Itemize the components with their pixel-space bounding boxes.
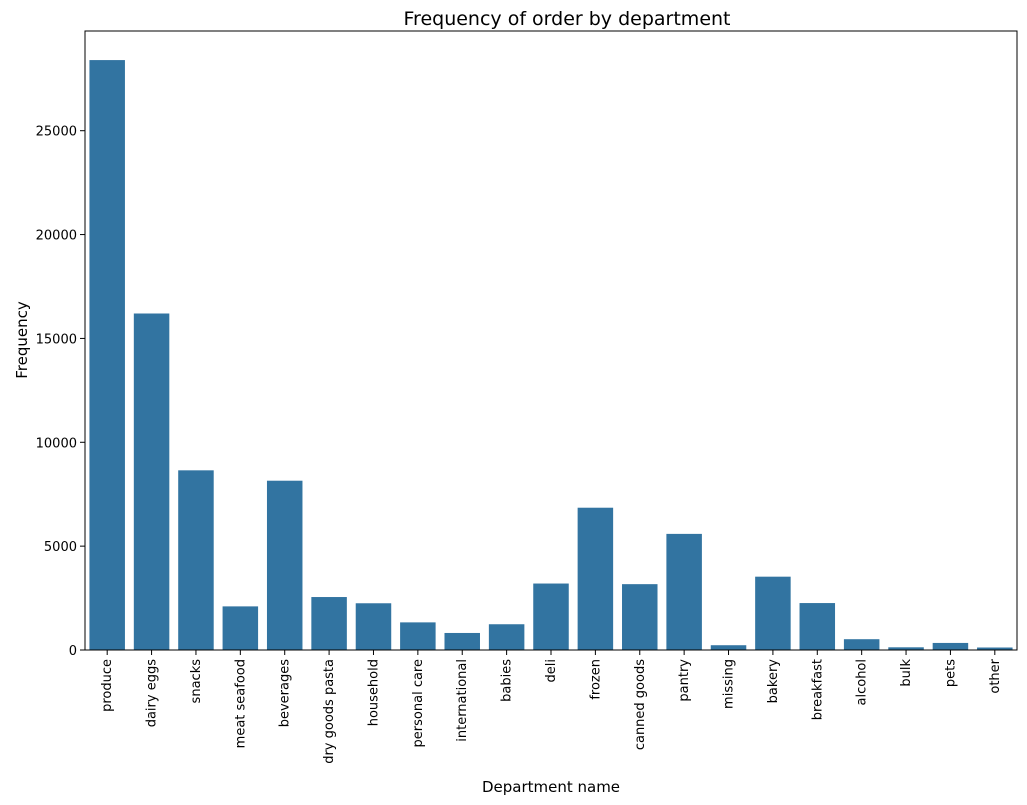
y-axis-label: Frequency bbox=[13, 301, 31, 379]
x-tick-label: beverages bbox=[278, 659, 293, 728]
bar-dairy-eggs bbox=[133, 313, 170, 650]
bar-household bbox=[355, 603, 392, 650]
x-tick-label: deli bbox=[544, 659, 559, 682]
bar-international bbox=[444, 632, 480, 650]
bar-produce bbox=[89, 60, 125, 650]
y-axis: 0 5000 10000 15000 20000 25000 bbox=[36, 125, 85, 659]
bar-snacks bbox=[178, 470, 214, 650]
x-tick-label: meat seafood bbox=[233, 659, 248, 748]
bar-dry-goods-pasta bbox=[311, 597, 347, 650]
bar-frozen bbox=[577, 507, 614, 650]
bar-other bbox=[977, 647, 1013, 650]
x-tick-label: canned goods bbox=[633, 659, 648, 750]
y-tick-label: 5000 bbox=[44, 540, 77, 555]
x-tick-label: alcohol bbox=[855, 659, 870, 705]
x-tick-label: bakery bbox=[766, 659, 781, 704]
y-tick-label: 20000 bbox=[36, 229, 77, 244]
x-tick-label: personal care bbox=[411, 659, 426, 747]
bar-alcohol bbox=[843, 639, 880, 650]
x-tick-label: frozen bbox=[588, 659, 603, 700]
bar-deli bbox=[533, 583, 569, 650]
x-tick-label: international bbox=[455, 659, 470, 742]
bar-bulk bbox=[888, 647, 924, 650]
bar-personal-care bbox=[400, 622, 436, 650]
x-tick-label: dairy eggs bbox=[145, 659, 160, 728]
x-axis-label: Department name bbox=[482, 778, 620, 796]
y-tick-label: 0 bbox=[69, 644, 77, 659]
x-tick-label: other bbox=[988, 658, 1003, 693]
x-axis: produce dairy eggs snacks meat seafood bever… bbox=[100, 650, 1003, 764]
x-tick-label: household bbox=[366, 659, 381, 726]
y-tick-label: 15000 bbox=[36, 332, 77, 347]
x-tick-label: pets bbox=[943, 659, 958, 687]
x-tick-label: bulk bbox=[899, 659, 914, 687]
bar-pantry bbox=[666, 533, 702, 650]
x-tick-label: produce bbox=[100, 659, 115, 712]
bar-canned-goods bbox=[622, 584, 658, 650]
y-tick-label: 10000 bbox=[36, 436, 77, 451]
bar-beverages bbox=[266, 480, 303, 650]
x-tick-label: dry goods pasta bbox=[322, 659, 337, 764]
x-tick-label: missing bbox=[722, 659, 737, 709]
x-tick-label: breakfast bbox=[810, 659, 825, 720]
bar-breakfast bbox=[799, 603, 836, 650]
bar-meat-seafood bbox=[222, 606, 259, 650]
bar-bakery bbox=[755, 576, 791, 650]
x-tick-label: snacks bbox=[189, 659, 204, 704]
y-tick-label: 25000 bbox=[36, 125, 77, 140]
plot-frame bbox=[84, 30, 1018, 651]
bar-babies bbox=[488, 624, 525, 650]
bar-missing bbox=[710, 645, 747, 650]
x-tick-label: pantry bbox=[677, 659, 692, 702]
bar-pets bbox=[932, 642, 969, 650]
x-tick-label: babies bbox=[500, 659, 515, 702]
bars-group bbox=[89, 60, 1013, 650]
chart-title: Frequency of order by department bbox=[404, 8, 731, 30]
